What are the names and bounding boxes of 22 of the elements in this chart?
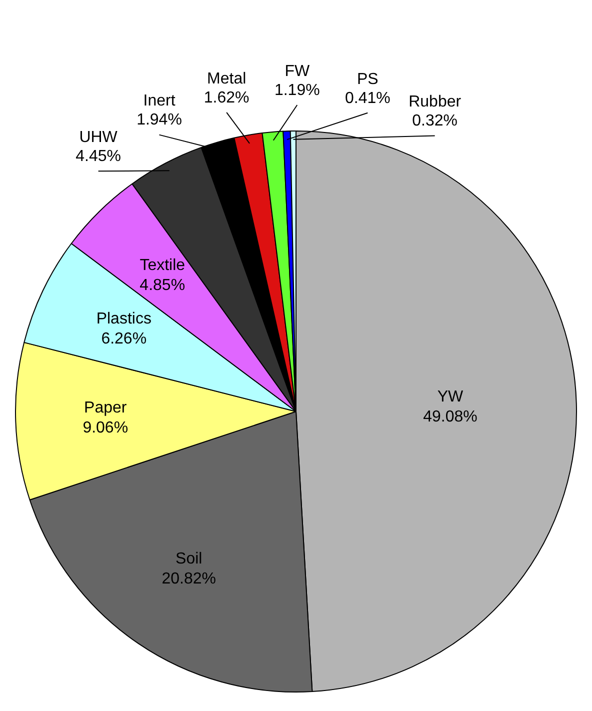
data-label: 1.94%	[136, 112, 182, 129]
slice-label: Paper	[84, 400, 128, 417]
data-label: 0.41%	[344, 90, 390, 107]
slice-label: Plastics	[96, 310, 152, 328]
slice-label: Rubber	[408, 94, 462, 111]
data-label: 49.08%	[423, 408, 478, 426]
slice-label: YW	[437, 388, 464, 406]
data-label: 6.26%	[101, 330, 147, 348]
data-label: 20.82%	[162, 570, 216, 588]
slice-label: Soil	[176, 550, 202, 568]
data-label: 4.85%	[140, 276, 186, 294]
slice-label: Inert	[143, 92, 176, 110]
data-label: 1.62%	[204, 89, 250, 106]
slice-label: Textile	[140, 256, 186, 274]
data-label: 9.06%	[82, 420, 128, 437]
slice-label: PS	[356, 70, 378, 88]
data-label: 1.19%	[274, 82, 320, 99]
slice-label: FW	[284, 62, 310, 80]
data-label: 0.32%	[412, 112, 458, 130]
slice-label: Metal	[207, 70, 246, 88]
data-label: 4.45%	[76, 148, 121, 166]
slice-label: UHW	[79, 129, 118, 146]
